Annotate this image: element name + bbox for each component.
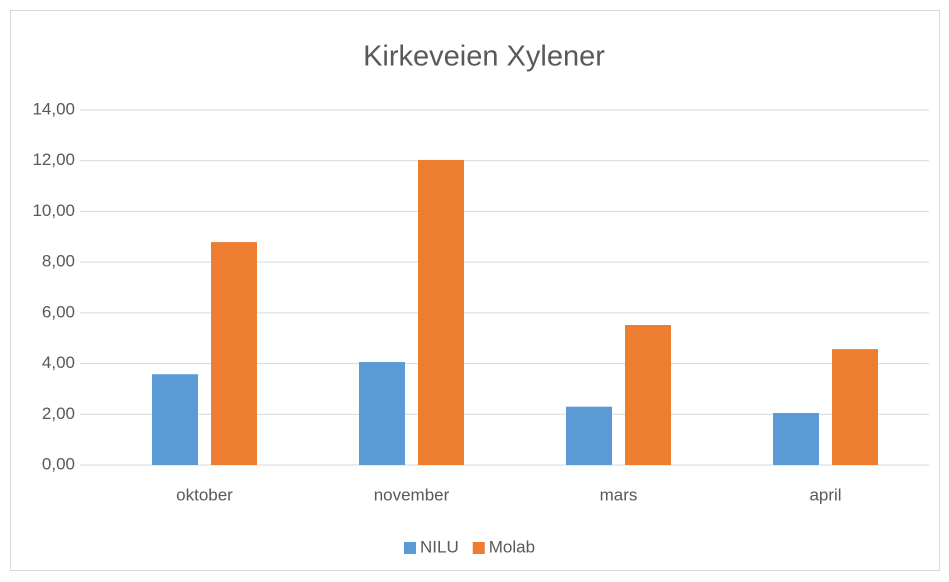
legend-label: NILU xyxy=(420,537,459,556)
legend-label: Molab xyxy=(489,537,535,556)
bar xyxy=(359,362,405,465)
y-tick-label: 14,00 xyxy=(32,99,75,118)
x-tick-label: november xyxy=(374,485,450,504)
chart-border xyxy=(10,10,940,571)
bar xyxy=(418,159,464,466)
y-tick-label: 8,00 xyxy=(42,252,75,271)
y-tick-label: 12,00 xyxy=(32,150,75,169)
chart-title: Kirkeveien Xylener xyxy=(363,41,605,73)
legend-swatch xyxy=(404,542,416,554)
x-tick-label: april xyxy=(809,485,841,504)
bar xyxy=(832,349,878,465)
bar xyxy=(211,242,257,465)
y-tick-label: 4,00 xyxy=(42,353,75,372)
legend-swatch xyxy=(472,542,485,554)
y-tick-label: 2,00 xyxy=(42,404,75,423)
y-tick-label: 0,00 xyxy=(42,454,75,473)
bar xyxy=(773,413,819,465)
y-tick-label: 6,00 xyxy=(42,302,75,321)
bar xyxy=(566,406,612,465)
y-tick-label: 10,00 xyxy=(32,201,75,220)
bar xyxy=(625,325,671,465)
x-tick-label: oktober xyxy=(176,485,233,504)
bar xyxy=(152,374,198,465)
x-tick-label: mars xyxy=(600,485,638,504)
